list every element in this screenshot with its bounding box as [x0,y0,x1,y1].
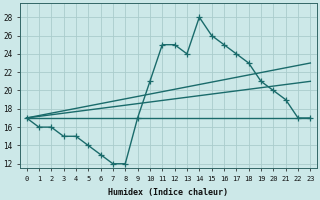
X-axis label: Humidex (Indice chaleur): Humidex (Indice chaleur) [108,188,228,197]
